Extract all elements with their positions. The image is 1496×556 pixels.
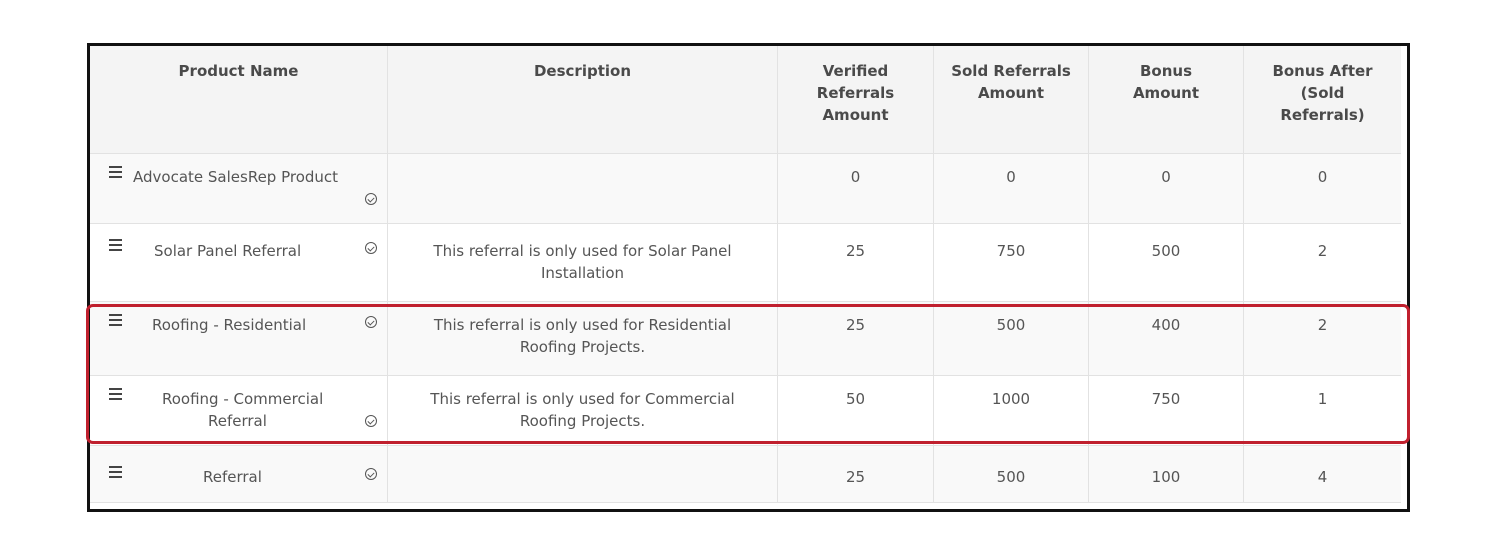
table-row[interactable]: Roofing - Commercial Referral This refer… <box>90 376 1401 446</box>
table-row[interactable]: Advocate SalesRep Product 0 0 0 0 <box>90 154 1401 224</box>
product-description-line1: This referral is only used for Residenti… <box>433 316 732 334</box>
product-description-line1: This referral is only used for Solar Pan… <box>433 242 732 260</box>
sold-referrals-amount: 500 <box>934 302 1089 375</box>
bonus-after-sold-referrals: 2 <box>1317 242 1328 260</box>
product-name: Referral <box>203 468 262 486</box>
header-sold-referrals-amount[interactable]: Sold Referrals Amount <box>934 46 1089 153</box>
drag-handle-icon[interactable] <box>109 466 122 478</box>
drag-handle-icon[interactable] <box>109 239 122 251</box>
product-name-cell: Roofing - Residential <box>90 302 388 375</box>
product-name-line2: Referral <box>208 412 267 430</box>
product-description-line2: Installation <box>540 264 625 282</box>
bonus-amount: 500 <box>1089 224 1244 301</box>
drag-handle-icon[interactable] <box>109 314 122 326</box>
table-header-row: Product Name Description Verified Referr… <box>90 46 1401 154</box>
sold-referrals-amount: 750 <box>934 224 1089 301</box>
product-description-cell: This referral is only used for Solar Pan… <box>388 224 778 301</box>
verified-referrals-amount: 25 <box>778 302 934 375</box>
product-name-cell: Referral <box>90 446 388 502</box>
bonus-after-sold-referrals: 0 <box>1317 168 1328 186</box>
header-verified-referrals-amount[interactable]: Verified Referrals Amount <box>778 46 934 153</box>
header-bonus-line1: Bonus <box>1139 62 1193 80</box>
product-name-cell: Solar Panel Referral <box>90 224 388 301</box>
header-verified-line2: Referrals <box>816 84 895 102</box>
verified-referrals-amount: 50 <box>778 376 934 445</box>
check-circle-icon <box>365 468 377 480</box>
header-bonus-after-sold-referrals[interactable]: Bonus After (Sold Referrals) <box>1244 46 1401 153</box>
bonus-amount: 100 <box>1089 446 1244 502</box>
header-description-label: Description <box>533 62 632 80</box>
table-row[interactable]: Solar Panel Referral This referral is on… <box>90 224 1401 302</box>
product-name-line1: Roofing - Commercial <box>162 390 324 408</box>
check-circle-icon <box>365 415 377 427</box>
table-row[interactable]: Referral 25 500 100 4 <box>90 446 1401 503</box>
header-description[interactable]: Description <box>388 46 778 153</box>
product-table-frame: Product Name Description Verified Referr… <box>87 43 1410 512</box>
verified-referrals-amount: 25 <box>778 224 934 301</box>
header-sold-line2: Amount <box>977 84 1045 102</box>
header-bonus-after-line1: Bonus After <box>1272 62 1373 80</box>
verified-referrals-amount: 25 <box>778 446 934 502</box>
header-bonus-after-line2: (Sold <box>1300 84 1345 102</box>
header-bonus-after-line3: Referrals) <box>1280 106 1365 124</box>
product-description-cell <box>388 446 778 502</box>
sold-referrals-amount: 0 <box>934 154 1089 223</box>
bonus-after-sold-referrals: 4 <box>1317 468 1328 486</box>
drag-handle-icon[interactable] <box>109 388 122 400</box>
bonus-amount: 0 <box>1089 154 1244 223</box>
header-verified-line3: Amount <box>822 106 889 124</box>
header-bonus-line2: Amount <box>1132 84 1200 102</box>
product-description-line2: Roofing Projects. <box>519 338 646 356</box>
product-name: Solar Panel Referral <box>154 242 302 260</box>
sold-referrals-amount: 1000 <box>934 376 1089 445</box>
product-name-cell: Roofing - Commercial Referral <box>90 376 388 445</box>
product-description-cell: This referral is only used for Commercia… <box>388 376 778 445</box>
product-name-cell: Advocate SalesRep Product <box>90 154 388 223</box>
sold-referrals-amount: 500 <box>934 446 1089 502</box>
header-sold-line1: Sold Referrals <box>951 62 1071 80</box>
product-name: Advocate SalesRep Product <box>133 168 339 186</box>
bonus-after-sold-referrals: 2 <box>1317 316 1328 334</box>
header-product-name[interactable]: Product Name <box>90 46 388 153</box>
product-description-line2: Roofing Projects. <box>519 412 646 430</box>
check-circle-icon <box>365 242 377 254</box>
product-description-cell <box>388 154 778 223</box>
bonus-after-sold-referrals: 1 <box>1317 390 1328 408</box>
header-bonus-amount[interactable]: Bonus Amount <box>1089 46 1244 153</box>
verified-referrals-amount: 0 <box>778 154 934 223</box>
product-name: Roofing - Residential <box>152 316 307 334</box>
drag-handle-icon[interactable] <box>109 166 122 178</box>
product-description-cell: This referral is only used for Residenti… <box>388 302 778 375</box>
bonus-amount: 750 <box>1089 376 1244 445</box>
product-description-line1: This referral is only used for Commercia… <box>430 390 735 408</box>
table-row[interactable]: Roofing - Residential This referral is o… <box>90 302 1401 376</box>
header-product-name-label: Product Name <box>178 62 299 80</box>
bonus-amount: 400 <box>1089 302 1244 375</box>
header-verified-line1: Verified <box>822 62 889 80</box>
check-circle-icon <box>365 316 377 328</box>
check-circle-icon <box>365 193 377 205</box>
